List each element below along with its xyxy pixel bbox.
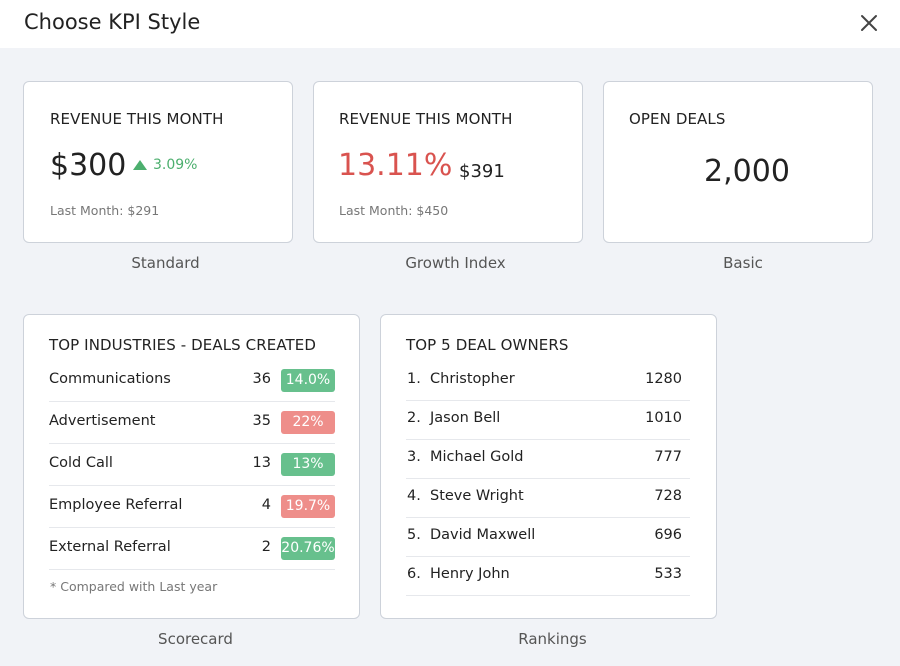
- kpi-label: REVENUE THIS MONTH: [50, 110, 224, 128]
- owner-name: Michael Gold: [430, 449, 524, 465]
- list-item: 3. Michael Gold 777: [406, 440, 690, 479]
- row-value: 13: [252, 455, 271, 471]
- change-badge: 14.0%: [281, 369, 335, 392]
- rank-number: 3.: [407, 449, 421, 465]
- list-item: 6. Henry John 533: [406, 557, 690, 596]
- change-badge: 13%: [281, 453, 335, 476]
- kpi-last-month: Last Month: $450: [339, 203, 449, 218]
- kpi-label: TOP 5 DEAL OWNERS: [406, 336, 569, 354]
- table-row: Advertisement 35 22%: [49, 402, 335, 444]
- row-value: 35: [252, 413, 271, 429]
- rank-number: 5.: [407, 527, 421, 543]
- table-row: Communications 36 14.0%: [49, 360, 335, 402]
- kpi-style-scorecard-card[interactable]: TOP INDUSTRIES - DEALS CREATED Communica…: [23, 314, 360, 619]
- owner-value: 1010: [645, 410, 682, 426]
- rank-number: 4.: [407, 488, 421, 504]
- kpi-last-month: Last Month: $291: [50, 203, 160, 218]
- list-item: 2. Jason Bell 1010: [406, 401, 690, 440]
- kpi-label: OPEN DEALS: [629, 110, 726, 128]
- row-name: Cold Call: [49, 455, 113, 471]
- caption-rankings: Rankings: [518, 630, 587, 648]
- rank-number: 1.: [407, 371, 421, 387]
- kpi-style-standard-card[interactable]: REVENUE THIS MONTH $300 3.09% Last Month…: [23, 81, 293, 243]
- row-name: External Referral: [49, 539, 171, 555]
- table-row: External Referral 2 20.76%: [49, 528, 335, 570]
- change-badge: 19.7%: [281, 495, 335, 518]
- footnote: * Compared with Last year: [50, 579, 218, 594]
- caption-standard: Standard: [131, 254, 200, 272]
- row-value: 36: [252, 371, 271, 387]
- kpi-value: 2,000: [704, 154, 790, 189]
- owner-name: Jason Bell: [430, 410, 501, 426]
- table-row: Cold Call 13 13%: [49, 444, 335, 486]
- kpi-growth-percent: 13.11%: [338, 148, 453, 183]
- change-badge: 20.76%: [281, 537, 335, 560]
- caption-scorecard: Scorecard: [158, 630, 233, 648]
- kpi-change: 3.09%: [153, 157, 198, 173]
- owner-value: 728: [654, 488, 682, 504]
- kpi-label: REVENUE THIS MONTH: [339, 110, 513, 128]
- list-item: 1. Christopher 1280: [406, 362, 690, 401]
- row-value: 2: [261, 539, 271, 555]
- caption-basic: Basic: [723, 254, 763, 272]
- dialog-title: Choose KPI Style: [24, 10, 201, 34]
- row-value: 4: [261, 497, 271, 513]
- close-icon: [861, 15, 877, 31]
- table-row: Employee Referral 4 19.7%: [49, 486, 335, 528]
- close-button[interactable]: [857, 11, 881, 35]
- list-item: 4. Steve Wright 728: [406, 479, 690, 518]
- kpi-value: $300: [50, 148, 127, 183]
- kpi-style-basic-card[interactable]: OPEN DEALS 2,000: [603, 81, 873, 243]
- kpi-style-growth-card[interactable]: REVENUE THIS MONTH 13.11% $391 Last Mont…: [313, 81, 583, 243]
- row-name: Employee Referral: [49, 497, 183, 513]
- rank-number: 6.: [407, 566, 421, 582]
- kpi-value: $391: [459, 161, 505, 182]
- owner-value: 777: [654, 449, 682, 465]
- owner-name: David Maxwell: [430, 527, 536, 543]
- owner-value: 533: [654, 566, 682, 582]
- list-item: 5. David Maxwell 696: [406, 518, 690, 557]
- rank-number: 2.: [407, 410, 421, 426]
- triangle-up-icon: [133, 160, 147, 170]
- owner-name: Christopher: [430, 371, 515, 387]
- change-badge: 22%: [281, 411, 335, 434]
- dialog-header: Choose KPI Style: [0, 0, 900, 48]
- owner-value: 1280: [645, 371, 682, 387]
- kpi-style-rankings-card[interactable]: TOP 5 DEAL OWNERS 1. Christopher 1280 2.…: [380, 314, 717, 619]
- owner-name: Henry John: [430, 566, 510, 582]
- owner-name: Steve Wright: [430, 488, 524, 504]
- row-name: Advertisement: [49, 413, 156, 429]
- kpi-label: TOP INDUSTRIES - DEALS CREATED: [49, 336, 317, 354]
- row-name: Communications: [49, 371, 171, 387]
- owner-value: 696: [654, 527, 682, 543]
- caption-growth-index: Growth Index: [405, 254, 506, 272]
